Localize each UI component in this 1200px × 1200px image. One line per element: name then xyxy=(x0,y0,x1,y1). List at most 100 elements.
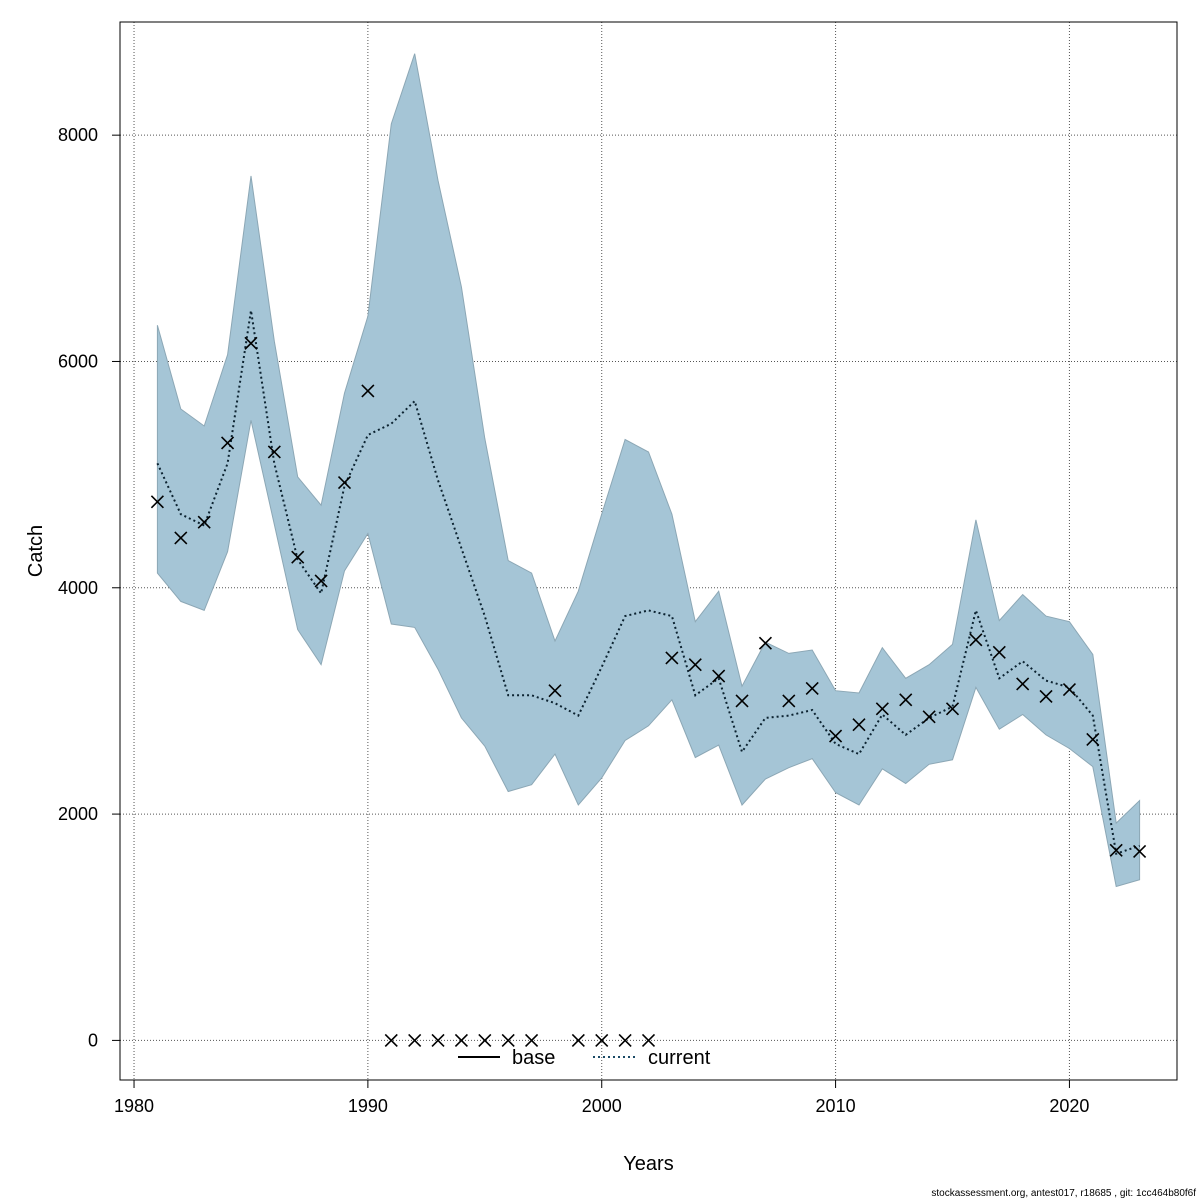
observed-point-stroke xyxy=(1086,732,1100,746)
observed-point-stroke xyxy=(1062,683,1076,697)
observed-point-stroke xyxy=(1039,689,1053,703)
observed-point-stroke xyxy=(688,658,702,672)
observed-point-stroke xyxy=(267,445,281,459)
legend: base current xyxy=(458,1047,711,1069)
observed-point xyxy=(525,1033,539,1047)
x-tick-label: 1980 xyxy=(114,1096,154,1116)
observed-point-stroke xyxy=(618,1033,632,1047)
confidence-band xyxy=(156,53,1141,888)
observed-point xyxy=(337,475,352,490)
observed-point-stroke xyxy=(758,636,772,650)
observed-point-stroke xyxy=(945,702,960,716)
observed-point xyxy=(1109,843,1123,857)
observed-point-stroke xyxy=(992,645,1006,659)
observed-point-stroke xyxy=(899,693,913,707)
observed-point-stroke xyxy=(337,475,352,490)
observed-point xyxy=(548,684,562,698)
observed-point xyxy=(501,1033,515,1047)
observed-point-stroke xyxy=(454,1033,468,1047)
observed-point-stroke xyxy=(150,495,164,509)
observed-point-stroke xyxy=(875,702,889,716)
observed-point-stroke xyxy=(595,1033,609,1047)
observed-point-stroke xyxy=(384,1033,398,1047)
observed-point xyxy=(174,531,188,545)
observed-point-stroke xyxy=(408,1033,422,1047)
observed-point xyxy=(454,1033,468,1047)
observed-point xyxy=(992,645,1006,659)
observed-point xyxy=(899,693,913,707)
observed-point xyxy=(829,729,843,743)
observed-point xyxy=(712,669,726,683)
observed-point xyxy=(197,515,211,529)
observed-point-stroke xyxy=(525,1033,539,1047)
observed-point xyxy=(852,718,866,732)
observed-point xyxy=(267,445,281,459)
y-tick-label: 6000 xyxy=(58,351,98,371)
observed-point xyxy=(478,1033,492,1047)
axes: 1980 1990 2000 2010 2020 0 2000 4000 6000 8000 xyxy=(58,125,1089,1116)
observed-point xyxy=(665,651,679,665)
observed-point-stroke xyxy=(852,718,866,732)
observed-point xyxy=(1062,683,1076,697)
observed-point-stroke xyxy=(922,710,936,724)
observed-point xyxy=(595,1033,609,1047)
observed-point-stroke xyxy=(735,694,749,708)
observed-point-stroke xyxy=(431,1033,445,1047)
observed-point-stroke xyxy=(244,336,258,350)
observed-point xyxy=(384,1033,398,1047)
observed-point xyxy=(735,694,749,708)
observed-point-stroke xyxy=(782,694,796,708)
observed-point xyxy=(1086,732,1100,746)
observed-point xyxy=(969,633,983,647)
observed-point xyxy=(945,702,960,716)
observed-point xyxy=(875,702,889,716)
observed-point-stroke xyxy=(969,633,983,647)
observed-point xyxy=(361,384,375,398)
observed-point-stroke xyxy=(1016,677,1030,691)
confidence-band-area xyxy=(156,53,1141,888)
x-tick-label: 2010 xyxy=(816,1096,856,1116)
y-tick-label: 4000 xyxy=(58,578,98,598)
observed-point-stroke xyxy=(571,1033,585,1047)
x-tick-label: 2000 xyxy=(582,1096,622,1116)
observed-point xyxy=(805,681,819,696)
observed-point-stroke xyxy=(221,436,235,450)
observed-point xyxy=(922,710,936,724)
observed-point-stroke xyxy=(478,1033,492,1047)
observed-point-stroke xyxy=(712,669,726,683)
x-tick-label: 1990 xyxy=(348,1096,388,1116)
observed-point xyxy=(244,336,258,350)
observed-point-stroke xyxy=(548,684,562,698)
y-tick-label: 2000 xyxy=(58,804,98,824)
y-tick-label: 8000 xyxy=(58,125,98,145)
observed-point xyxy=(618,1033,632,1047)
observed-point-stroke xyxy=(641,1033,656,1047)
footer-credit: stockassessment.org, antest017, r18685 ,… xyxy=(931,1188,1196,1199)
observed-point xyxy=(291,550,305,564)
plot-frame xyxy=(119,21,1178,1081)
legend-base-label: base xyxy=(512,1047,555,1069)
observed-catch-points xyxy=(150,336,1147,1047)
x-tick-label: 2020 xyxy=(1049,1096,1089,1116)
observed-point xyxy=(1133,844,1147,858)
x-axis-label: Years xyxy=(623,1153,673,1175)
observed-point xyxy=(641,1033,656,1047)
observed-point-stroke xyxy=(174,531,188,545)
observed-point-stroke xyxy=(665,651,679,665)
observed-point-stroke xyxy=(1133,844,1147,858)
observed-point xyxy=(150,495,164,509)
observed-point-stroke xyxy=(829,729,843,743)
observed-point-stroke xyxy=(197,515,211,529)
observed-point-stroke xyxy=(501,1033,515,1047)
y-tick-label: 0 xyxy=(88,1030,98,1050)
observed-point xyxy=(758,636,772,650)
observed-point-stroke xyxy=(805,681,819,696)
observed-point xyxy=(221,436,235,450)
observed-point xyxy=(782,694,796,708)
observed-point-stroke xyxy=(361,384,375,398)
observed-point xyxy=(1016,677,1030,691)
legend-current-label: current xyxy=(648,1047,711,1069)
observed-point-stroke xyxy=(314,574,328,588)
observed-point xyxy=(1039,689,1053,703)
